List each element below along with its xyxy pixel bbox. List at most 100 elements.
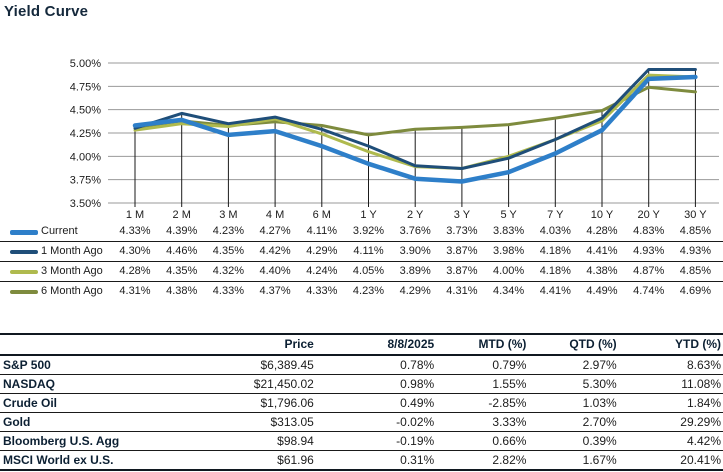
market-cell: 11.08% xyxy=(618,374,723,394)
legend-value: 4.93% xyxy=(679,245,711,257)
market-cell: 1.03% xyxy=(528,393,619,413)
market-row-label: Crude Oil xyxy=(0,393,229,413)
market-cell: $313.05 xyxy=(228,412,316,432)
legend-value: 4.27% xyxy=(259,225,291,237)
legend-series-label: 3 Month Ago xyxy=(41,265,103,277)
market-column-header: 8/8/2025 xyxy=(315,333,437,356)
legend-series-label: 6 Month Ago xyxy=(41,285,103,297)
legend-value: 4.35% xyxy=(166,265,198,277)
market-table-row: MSCI World ex U.S. $61.96 0.31% 2.82% 1.67% 2… xyxy=(0,450,723,471)
legend-value: 4.31% xyxy=(446,285,478,297)
legend-value: 3.76% xyxy=(399,225,431,237)
market-row-label: NASDAQ xyxy=(0,374,229,394)
legend-value: 3.87% xyxy=(446,265,478,277)
market-table-row: Gold $313.05 -0.02% 3.33% 2.70% 29.29% xyxy=(0,412,723,432)
market-cell: $1,796.06 xyxy=(228,393,316,413)
legend-value: 4.32% xyxy=(212,265,244,277)
legend-value: 4.11% xyxy=(353,245,384,257)
legend-value: 4.30% xyxy=(119,245,151,257)
market-row-label: Bloomberg U.S. Agg xyxy=(0,431,229,451)
legend-swatch-3-month-ago xyxy=(10,270,38,274)
legend-value: 4.69% xyxy=(679,285,711,297)
market-cell: 4.42% xyxy=(618,431,723,451)
market-table-row: NASDAQ $21,450.02 0.98% 1.55% 5.30% 11.08% xyxy=(0,374,723,394)
market-cell: 1.55% xyxy=(436,374,529,394)
legend-swatch-current xyxy=(10,230,38,235)
market-row-label: S&P 500 xyxy=(0,355,229,375)
market-cell: 8.63% xyxy=(618,355,723,375)
x-axis-tick-label: 2 Y xyxy=(407,209,424,221)
legend-value: 4.28% xyxy=(586,225,618,237)
legend-value: 4.33% xyxy=(212,285,244,297)
legend-value: 3.90% xyxy=(399,245,431,257)
market-table-row: Crude Oil $1,796.06 0.49% -2.85% 1.03% 1.84% xyxy=(0,393,723,413)
legend-value: 4.39% xyxy=(166,225,198,237)
x-axis-tick-label: 5 Y xyxy=(500,209,517,221)
series-line-1-month-ago xyxy=(133,68,697,170)
market-cell: 0.49% xyxy=(315,393,437,413)
market-cell: 2.82% xyxy=(436,450,529,471)
legend-value: 3.87% xyxy=(446,245,478,257)
market-cell: $6,389.45 xyxy=(228,355,316,375)
legend-value: 4.85% xyxy=(679,225,711,237)
market-cell: 0.78% xyxy=(315,355,437,375)
market-cell: 2.70% xyxy=(528,412,619,432)
legend-value: 4.34% xyxy=(492,285,525,297)
legend-value: 3.89% xyxy=(399,265,431,277)
legend-value: 4.49% xyxy=(586,285,618,297)
market-cell: -0.02% xyxy=(315,412,437,432)
y-axis-tick-label: 4.00% xyxy=(70,151,101,163)
x-axis-tick-label: 1 Y xyxy=(360,209,377,221)
x-axis-tick-label: 3 M xyxy=(219,209,237,221)
market-cell: 2.97% xyxy=(528,355,619,375)
legend-series-label: 1 Month Ago xyxy=(41,245,103,257)
legend-value: 4.24% xyxy=(306,265,338,277)
legend-series-label: Current xyxy=(41,225,78,237)
market-table-row: Bloomberg U.S. Agg $98.94 -0.19% 0.66% 0.39%… xyxy=(0,431,723,451)
legend-value: 4.23% xyxy=(212,225,244,237)
legend-row-3-month-ago: 3 Month Ago 4.28% 4.35% 4.32% 4.40% 4.24% 4.05… xyxy=(0,262,723,282)
legend-value: 4.38% xyxy=(166,285,198,297)
page-title: Yield Curve xyxy=(4,3,89,20)
market-row-label: Gold xyxy=(0,412,229,432)
y-axis-tick-label: 4.75% xyxy=(70,81,101,93)
market-cell: 20.41% xyxy=(618,450,723,471)
legend-value: 4.28% xyxy=(119,265,151,277)
legend-value: 4.29% xyxy=(399,285,431,297)
legend-value: 4.03% xyxy=(539,225,571,237)
legend-value: 4.31% xyxy=(119,285,151,297)
market-cell: $21,450.02 xyxy=(228,374,316,394)
x-axis-tick-label: 30 Y xyxy=(684,209,707,221)
legend-value: 3.92% xyxy=(352,225,385,237)
market-cell: 1.67% xyxy=(528,450,619,471)
legend-value: 4.23% xyxy=(352,285,385,297)
y-axis-tick-label: 4.50% xyxy=(70,105,101,117)
market-cell: 0.31% xyxy=(315,450,437,471)
market-row-label: MSCI World ex U.S. xyxy=(0,450,229,471)
legend-value: 4.93% xyxy=(633,245,665,257)
legend-value: 4.41% xyxy=(539,285,571,297)
legend-value: 4.40% xyxy=(259,265,291,277)
market-cell: -2.85% xyxy=(436,393,529,413)
legend-value: 4.33% xyxy=(119,225,151,237)
market-cell: 0.79% xyxy=(436,355,529,375)
legend-value: 4.00% xyxy=(492,265,525,277)
legend-row-6-month-ago: 6 Month Ago 4.31% 4.38% 4.33% 4.37% 4.33% 4.23… xyxy=(0,282,723,301)
x-axis-tick-label: 6 M xyxy=(313,209,331,221)
x-axis-tick-label: 20 Y xyxy=(637,209,660,221)
x-axis-tick-label: 1 M xyxy=(126,209,144,221)
legend-value: 4.41% xyxy=(586,245,618,257)
market-cell: 3.33% xyxy=(436,412,529,432)
market-header-blank xyxy=(0,333,229,356)
x-axis-tick-label: 10 Y xyxy=(591,209,614,221)
legend-value: 3.83% xyxy=(492,225,525,237)
market-column-header: Price xyxy=(228,333,316,356)
legend-value: 4.37% xyxy=(259,285,291,297)
market-cell: $98.94 xyxy=(228,431,316,451)
legend-value: 4.42% xyxy=(259,245,291,257)
market-table-row: S&P 500 $6,389.45 0.78% 0.79% 2.97% 8.63% xyxy=(0,355,723,375)
legend-value: 4.38% xyxy=(586,265,618,277)
legend-value: 4.05% xyxy=(352,265,385,277)
market-summary-table: Price 8/8/2025 MTD (%) QTD (%) YTD (%) S&P 5… xyxy=(0,333,723,471)
